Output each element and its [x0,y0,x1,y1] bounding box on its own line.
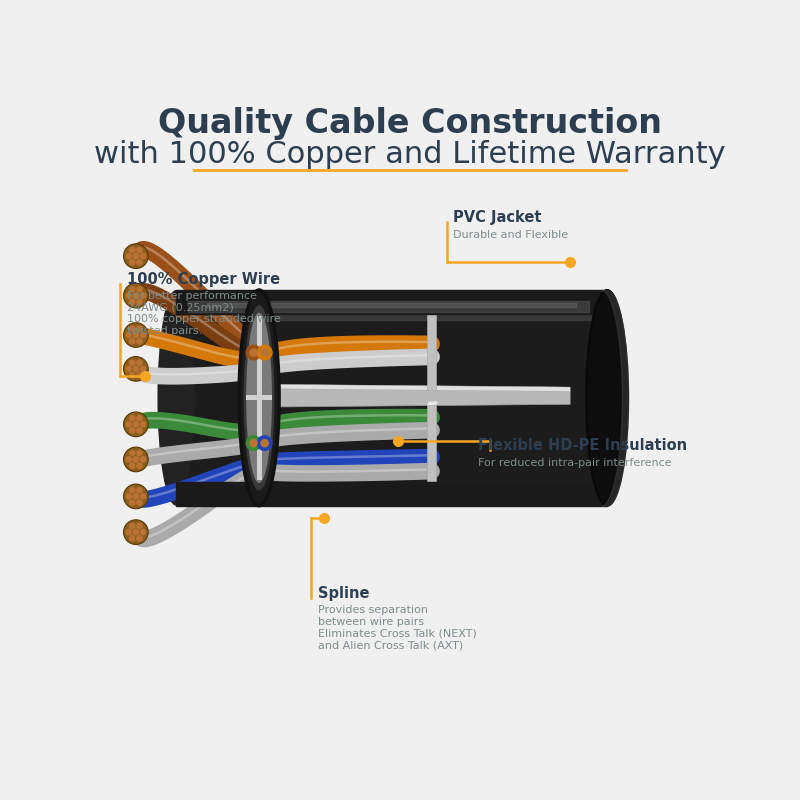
Circle shape [139,365,146,373]
Circle shape [129,286,136,293]
Polygon shape [427,303,436,390]
Circle shape [136,286,143,293]
Text: PVC Jacket: PVC Jacket [453,210,542,226]
Circle shape [132,331,139,338]
Circle shape [129,298,136,306]
Circle shape [129,450,136,457]
Circle shape [129,359,136,366]
Circle shape [123,283,148,308]
Circle shape [136,499,143,506]
Polygon shape [262,389,570,407]
Text: Durable and Flexible: Durable and Flexible [453,230,568,240]
Circle shape [139,421,146,428]
Circle shape [260,439,269,447]
Circle shape [129,325,136,333]
Circle shape [125,331,133,338]
Circle shape [136,325,143,333]
Circle shape [132,493,139,500]
Circle shape [136,258,143,266]
Polygon shape [257,316,262,480]
Circle shape [136,427,143,434]
Circle shape [246,345,262,361]
Text: 100% Copper Wire: 100% Copper Wire [126,272,280,287]
Circle shape [132,529,139,536]
Polygon shape [262,384,570,391]
Circle shape [125,253,133,260]
Circle shape [139,253,146,260]
Circle shape [129,462,136,470]
Circle shape [132,292,139,299]
Ellipse shape [586,290,628,506]
Circle shape [123,447,148,472]
Polygon shape [427,299,438,303]
Circle shape [136,462,143,470]
Ellipse shape [158,290,194,506]
Circle shape [129,427,136,434]
Circle shape [246,435,262,451]
Circle shape [136,371,143,378]
Circle shape [136,246,143,254]
Circle shape [125,529,133,536]
Circle shape [136,414,143,422]
Circle shape [250,439,258,447]
Circle shape [129,338,136,345]
Polygon shape [176,290,607,506]
Circle shape [129,522,136,530]
Circle shape [136,298,143,306]
Circle shape [132,456,139,463]
Circle shape [136,534,143,542]
Circle shape [123,484,148,509]
Text: For better performance
24AWG (0.25mm2)
100% copper stranded wire
twisted pairs.: For better performance 24AWG (0.25mm2) 1… [126,291,281,336]
Circle shape [125,292,133,299]
Circle shape [132,253,139,260]
Circle shape [139,456,146,463]
Circle shape [129,246,136,254]
Circle shape [129,486,136,494]
Ellipse shape [244,305,274,490]
Circle shape [136,450,143,457]
Circle shape [136,486,143,494]
Circle shape [125,456,133,463]
Text: with 100% Copper and Lifetime Warranty: with 100% Copper and Lifetime Warranty [94,140,726,169]
Circle shape [250,348,258,357]
Circle shape [139,529,146,536]
Circle shape [123,244,148,269]
Circle shape [125,421,133,428]
Circle shape [129,371,136,378]
Circle shape [123,412,148,437]
Text: Provides separation
between wire pairs
Eliminates Cross Talk (NEXT)
and Alien Cr: Provides separation between wire pairs E… [318,606,476,650]
Polygon shape [427,406,436,493]
Ellipse shape [246,313,272,483]
Circle shape [132,365,139,373]
Circle shape [132,421,139,428]
Circle shape [125,493,133,500]
Circle shape [260,348,269,357]
Circle shape [139,493,146,500]
Polygon shape [427,402,438,406]
Circle shape [125,365,133,373]
Circle shape [257,435,273,451]
Ellipse shape [239,290,279,506]
Ellipse shape [587,290,627,506]
Circle shape [136,338,143,345]
Text: Spline: Spline [318,586,369,601]
Text: For reduced intra-pair interference: For reduced intra-pair interference [478,458,671,467]
Circle shape [136,359,143,366]
Circle shape [129,258,136,266]
Circle shape [129,414,136,422]
Circle shape [139,331,146,338]
Text: Flexible HD-PE Insulation: Flexible HD-PE Insulation [478,438,687,454]
Text: Quality Cable Construction: Quality Cable Construction [158,107,662,140]
Circle shape [123,357,148,382]
Polygon shape [246,395,272,400]
Circle shape [123,322,148,347]
Circle shape [136,522,143,530]
Circle shape [257,345,273,361]
Circle shape [129,499,136,506]
Circle shape [139,292,146,299]
Circle shape [129,534,136,542]
Circle shape [123,520,148,545]
